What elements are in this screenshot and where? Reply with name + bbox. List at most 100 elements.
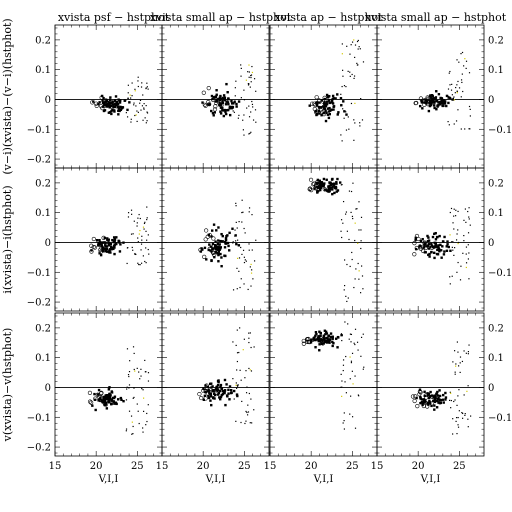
faint-point <box>147 372 150 374</box>
faint-point <box>144 117 146 119</box>
data-point-open <box>99 395 104 400</box>
faint-point <box>147 248 149 251</box>
faint-point <box>348 238 350 241</box>
data-point <box>226 91 229 94</box>
faint-point <box>130 209 133 211</box>
faint-point <box>145 230 147 232</box>
faint-point <box>453 228 455 230</box>
faint-point <box>358 46 360 48</box>
faint-point <box>147 88 149 90</box>
faint-point <box>138 263 140 266</box>
faint-point <box>450 207 453 210</box>
data-point <box>437 396 440 400</box>
yellow-point <box>134 370 136 372</box>
data-point-open <box>89 400 94 405</box>
faint-point <box>358 201 360 203</box>
data-point <box>332 341 335 345</box>
faint-point <box>146 111 148 113</box>
faint-point <box>250 285 252 287</box>
data-point-open <box>320 341 325 346</box>
data-point <box>440 99 444 102</box>
faint-point <box>240 379 242 381</box>
faint-point <box>248 133 250 135</box>
faint-point <box>351 352 354 354</box>
data-point <box>110 399 114 402</box>
data-point <box>427 392 431 395</box>
data-point <box>451 98 454 101</box>
data-point-open <box>207 102 212 107</box>
data-point <box>216 98 220 101</box>
faint-point <box>147 234 149 236</box>
data-point-open <box>210 250 216 255</box>
faint-point <box>126 247 129 249</box>
data-point <box>448 97 452 100</box>
data-point <box>438 100 442 104</box>
data-point <box>440 256 443 259</box>
faint-point <box>452 97 454 99</box>
data-point-open <box>207 233 213 238</box>
faint-point <box>363 366 365 368</box>
data-point <box>430 102 433 105</box>
data-point <box>433 100 436 104</box>
data-point <box>113 239 116 242</box>
faint-point <box>360 355 362 357</box>
faint-point <box>463 219 465 221</box>
faint-point <box>248 367 250 370</box>
data-point <box>226 241 230 245</box>
faint-point <box>361 119 364 121</box>
data-point <box>224 110 227 114</box>
data-point <box>432 399 435 403</box>
data-point <box>207 233 211 237</box>
faint-point <box>465 60 468 62</box>
data-point <box>414 236 417 240</box>
faint-point <box>453 208 455 210</box>
data-point <box>424 98 427 102</box>
data-point <box>221 240 224 243</box>
faint-point <box>350 211 352 214</box>
data-point <box>439 103 442 106</box>
data-point <box>340 104 343 107</box>
data-point-open <box>104 242 109 248</box>
data-point <box>233 100 236 104</box>
data-point <box>105 98 108 102</box>
data-point <box>228 398 231 401</box>
faint-point <box>134 253 136 255</box>
data-point-open <box>104 101 109 106</box>
faint-point <box>350 362 353 364</box>
faint-point <box>235 420 237 422</box>
faint-point <box>341 386 343 388</box>
data-point <box>108 106 111 109</box>
faint-point <box>132 397 134 399</box>
data-point <box>319 331 322 335</box>
data-point <box>221 109 224 112</box>
data-point <box>118 99 122 102</box>
data-point <box>116 398 120 401</box>
data-point <box>106 237 109 240</box>
faint-point <box>254 109 257 111</box>
data-point <box>216 248 219 251</box>
data-point-open <box>206 100 211 105</box>
faint-point <box>451 275 453 277</box>
data-point <box>111 103 115 106</box>
faint-point <box>130 118 132 120</box>
data-point <box>226 101 230 104</box>
data-point <box>418 245 421 248</box>
faint-point <box>130 121 132 123</box>
panel-frame <box>376 312 485 457</box>
faint-point <box>247 288 249 291</box>
data-point-open <box>91 236 96 242</box>
data-point <box>317 335 321 338</box>
faint-point <box>132 432 134 435</box>
data-point <box>204 391 207 394</box>
yellow-point <box>251 71 254 74</box>
faint-point <box>460 128 462 130</box>
faint-point <box>241 253 243 256</box>
data-point <box>319 181 322 184</box>
panel-0-1 <box>161 24 270 169</box>
panel-frame <box>54 312 163 457</box>
data-point <box>108 98 112 102</box>
yellow-point <box>464 58 466 60</box>
faint-point <box>450 89 453 91</box>
data-point <box>429 103 433 107</box>
